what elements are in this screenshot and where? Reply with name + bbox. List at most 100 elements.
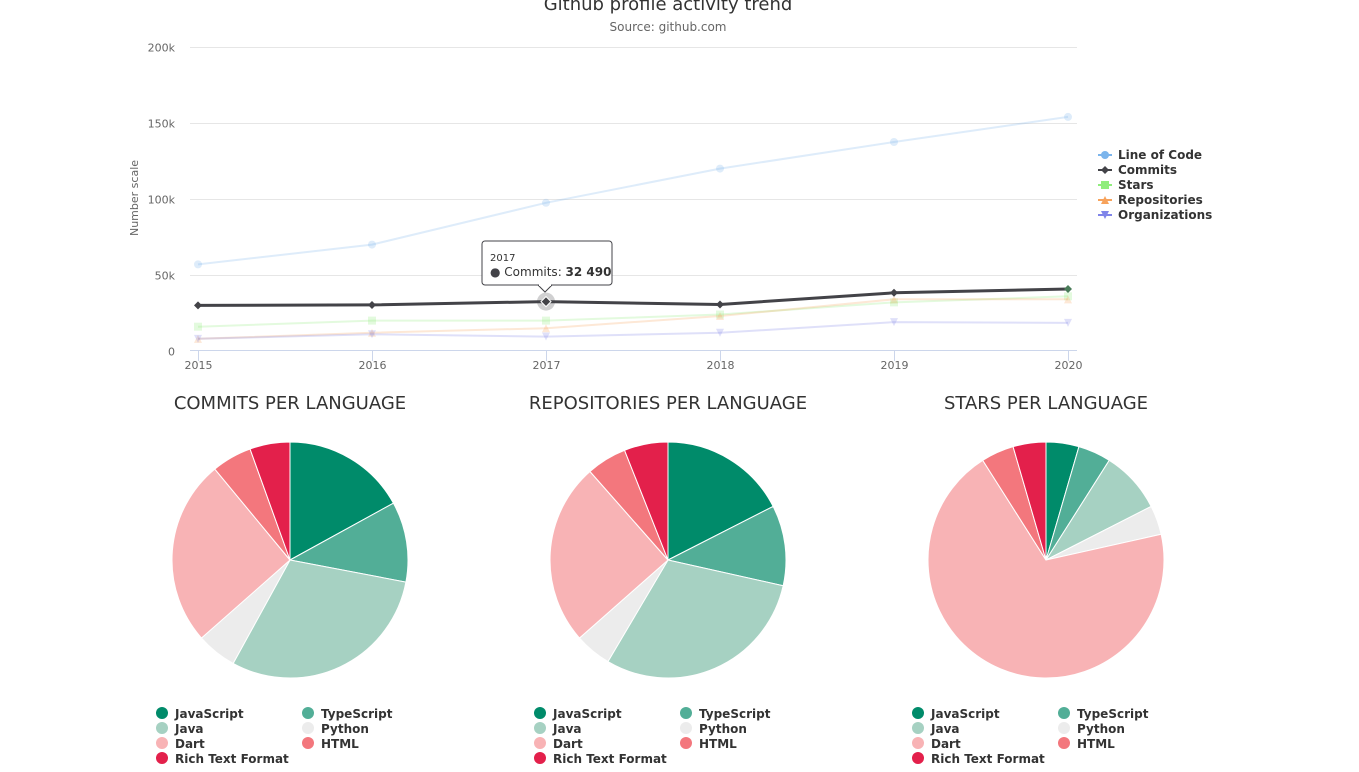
legend-item-dart[interactable]: Dart — [534, 737, 583, 751]
data-point[interactable] — [542, 198, 550, 207]
legend-symbol[interactable] — [1101, 196, 1109, 204]
data-point[interactable] — [716, 310, 724, 319]
y-tick-label: 200k — [148, 42, 176, 55]
pie-repositories-svg: REPOSITORIES PER LANGUAGE JavaScript Type… — [529, 393, 807, 766]
tooltip-line: ● Commits: 32 490 — [490, 265, 611, 279]
data-point[interactable] — [542, 332, 550, 341]
legend-item-java[interactable]: Java — [912, 722, 959, 736]
series-line-line-of-code[interactable] — [197, 115, 1069, 266]
pie-slice-dart[interactable] — [927, 459, 1165, 679]
data-point[interactable] — [1064, 112, 1072, 121]
legend-item-javascript[interactable]: JavaScript — [912, 707, 1000, 721]
x-tick-label: 2019 — [881, 359, 909, 372]
data-point[interactable] — [716, 300, 724, 309]
data-point[interactable] — [716, 328, 724, 337]
pie-slice-java[interactable] — [232, 559, 407, 679]
data-point[interactable] — [368, 328, 376, 337]
legend-item-python[interactable]: Python — [302, 722, 369, 736]
pie-slice-rich-text-format[interactable] — [623, 441, 669, 561]
legend-swatch — [680, 707, 692, 719]
legend-label: Dart — [175, 737, 205, 751]
legend-symbol[interactable] — [1101, 151, 1109, 159]
pie-stars-slices — [927, 441, 1165, 679]
legend-swatch — [912, 737, 924, 749]
data-point[interactable] — [194, 334, 202, 343]
legend-item-stars[interactable]: Stars — [1098, 178, 1154, 192]
data-point[interactable] — [194, 260, 202, 269]
pie-slice-rich-text-format[interactable] — [249, 441, 291, 561]
pie-slice-javascript[interactable] — [667, 441, 774, 561]
legend-item-typescript[interactable]: TypeScript — [1058, 707, 1149, 721]
data-point[interactable] — [194, 301, 202, 310]
pie-slice-rich-text-format[interactable] — [1012, 441, 1047, 561]
data-point[interactable] — [890, 298, 898, 307]
data-point[interactable] — [194, 334, 202, 343]
data-point[interactable] — [368, 300, 376, 309]
legend-label: Line of Code — [1118, 148, 1202, 162]
data-point[interactable] — [890, 138, 898, 146]
legend-item-typescript[interactable]: TypeScript — [680, 707, 771, 721]
legend-item-java[interactable]: Java — [156, 722, 203, 736]
legend-label: TypeScript — [699, 707, 771, 721]
pie-commits-title: COMMITS PER LANGUAGE — [174, 393, 406, 414]
data-point[interactable] — [716, 164, 724, 173]
legend-item-rich-text-format[interactable]: Rich Text Format — [534, 752, 667, 766]
legend-item-organizations[interactable]: Organizations — [1098, 208, 1212, 222]
legend-item-commits[interactable]: Commits — [1098, 163, 1177, 177]
legend-item-dart[interactable]: Dart — [156, 737, 205, 751]
data-point[interactable] — [1064, 284, 1072, 293]
legend-item-html[interactable]: HTML — [680, 737, 737, 751]
series-line-commits[interactable] — [197, 287, 1069, 307]
legend-symbol[interactable] — [1101, 166, 1109, 174]
data-point[interactable] — [368, 240, 376, 249]
legend-symbol[interactable] — [1101, 211, 1109, 219]
series-line-organizations[interactable] — [197, 321, 1069, 340]
legend-item-python[interactable]: Python — [1058, 722, 1125, 736]
data-point[interactable] — [1064, 318, 1072, 327]
pie-slice-dart[interactable] — [171, 468, 291, 639]
data-point[interactable] — [1064, 292, 1072, 301]
legend-symbol[interactable] — [1101, 181, 1109, 189]
legend-swatch — [156, 707, 168, 719]
data-point[interactable] — [716, 312, 724, 321]
data-point[interactable] — [542, 324, 550, 333]
data-point[interactable] — [540, 295, 552, 308]
data-point[interactable] — [890, 318, 898, 327]
legend-item-line-of-code[interactable]: Line of Code — [1098, 148, 1202, 162]
legend-item-typescript[interactable]: TypeScript — [302, 707, 393, 721]
data-point[interactable] — [890, 288, 898, 297]
data-point[interactable] — [1064, 295, 1072, 304]
series-line-stars[interactable] — [197, 295, 1069, 328]
data-point[interactable] — [890, 295, 898, 304]
legend-item-javascript[interactable]: JavaScript — [156, 707, 244, 721]
legend-item-rich-text-format[interactable]: Rich Text Format — [156, 752, 289, 766]
legend-label: HTML — [699, 737, 737, 751]
pie-repositories: REPOSITORIES PER LANGUAGE JavaScript Type… — [479, 385, 857, 772]
legend-label: Java — [930, 722, 959, 736]
legend-item-python[interactable]: Python — [680, 722, 747, 736]
legend-swatch — [1058, 707, 1070, 719]
data-point[interactable] — [194, 322, 202, 331]
data-point[interactable] — [368, 330, 376, 339]
legend-item-html[interactable]: HTML — [302, 737, 359, 751]
y-grid — [190, 47, 1077, 276]
pie-slice-typescript[interactable] — [288, 502, 409, 583]
legend-item-html[interactable]: HTML — [1058, 737, 1115, 751]
legend-item-rich-text-format[interactable]: Rich Text Format — [912, 752, 1045, 766]
pie-slice-javascript[interactable] — [289, 441, 395, 561]
series-line-of-code — [194, 112, 1072, 269]
pie-slice-typescript[interactable] — [666, 505, 787, 587]
legend-swatch — [534, 722, 546, 734]
data-point[interactable] — [368, 316, 376, 325]
pie-repositories-title: REPOSITORIES PER LANGUAGE — [529, 393, 807, 414]
pie-slice-dart[interactable] — [549, 470, 669, 639]
legend-swatch — [1058, 722, 1070, 734]
legend-item-java[interactable]: Java — [534, 722, 581, 736]
legend-label: JavaScript — [930, 707, 1000, 721]
legend-item-repositories[interactable]: Repositories — [1098, 193, 1203, 207]
pie-slice-java[interactable] — [607, 559, 784, 679]
data-point[interactable] — [542, 316, 550, 325]
series-line-repositories[interactable] — [197, 298, 1068, 340]
legend-item-javascript[interactable]: JavaScript — [534, 707, 622, 721]
legend-item-dart[interactable]: Dart — [912, 737, 961, 751]
